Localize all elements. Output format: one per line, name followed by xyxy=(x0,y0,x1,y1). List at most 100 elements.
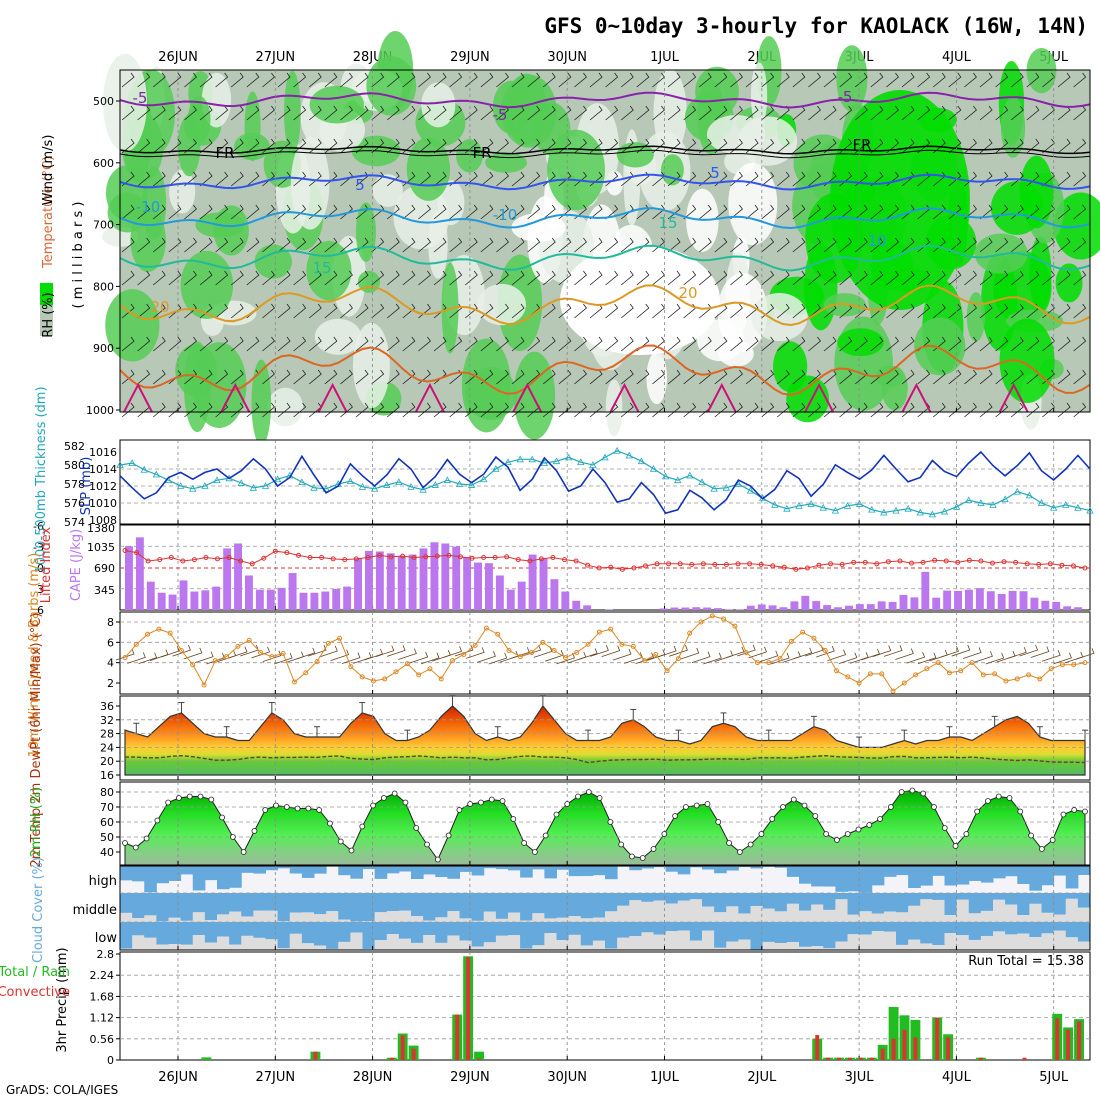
wind-speed-point xyxy=(754,660,760,666)
cloud-cell xyxy=(726,893,739,907)
thickness-point xyxy=(552,457,561,465)
contour-20 xyxy=(119,284,1091,327)
cloud-cell xyxy=(1065,893,1079,899)
li-point xyxy=(932,557,938,563)
p1-ylabel-wind: Wind (m/s) xyxy=(41,135,56,206)
cape-bar xyxy=(1052,601,1061,610)
rh-point xyxy=(909,787,916,794)
wind-barb xyxy=(808,402,821,418)
wind-speed-point xyxy=(145,631,151,637)
wind-barb xyxy=(230,369,244,385)
wind-speed-point xyxy=(1082,660,1088,666)
wind-barb xyxy=(589,105,603,121)
cape-bar xyxy=(659,608,668,610)
cloud-cell xyxy=(156,922,169,945)
wind-barb xyxy=(932,204,946,220)
cloud-cell xyxy=(629,893,642,901)
rh-point xyxy=(424,841,430,848)
wind-barb xyxy=(371,138,385,154)
wind-speed-point xyxy=(574,650,580,655)
cape-bar xyxy=(932,597,941,610)
cape-bar xyxy=(1030,597,1039,610)
wind-barb xyxy=(792,72,806,88)
cloud-cell xyxy=(702,893,715,907)
li-point xyxy=(619,566,625,572)
wind-speed-point xyxy=(133,641,139,647)
wind-barb xyxy=(511,237,525,253)
wind-barb xyxy=(199,237,213,253)
wind-barb xyxy=(1042,204,1055,220)
cape-bar xyxy=(823,605,832,610)
thickness-point xyxy=(904,504,912,512)
wind-barb xyxy=(1026,336,1040,352)
wind-barb xyxy=(714,72,728,88)
wind-barb xyxy=(418,336,431,352)
wind-barb xyxy=(792,336,806,352)
wind-barb xyxy=(355,369,369,385)
wind-barb xyxy=(636,72,650,88)
surface-wind-barb xyxy=(420,652,440,665)
wind-barb xyxy=(511,204,525,220)
cloud-cell xyxy=(641,922,654,933)
wind-barb xyxy=(1042,105,1055,121)
contour-label: -10 xyxy=(136,198,161,216)
cloud-clear-cell xyxy=(168,917,182,922)
wind-barb xyxy=(745,270,759,286)
wind-barb xyxy=(1010,369,1024,385)
rh-point xyxy=(941,825,948,831)
wind-speed-point xyxy=(483,625,489,631)
wind-barb xyxy=(776,138,790,154)
bottom-date-label: 3JUL xyxy=(845,1070,875,1085)
li-point xyxy=(1001,559,1007,565)
wind-barb xyxy=(901,138,915,154)
cloud-cell xyxy=(944,866,958,886)
surface-wind-barb xyxy=(883,645,903,657)
wind-barb xyxy=(1042,402,1055,418)
cloud-clear-cell xyxy=(314,914,327,922)
surface-wind-barb xyxy=(375,645,395,657)
wind-barb xyxy=(730,402,743,418)
cape-bar xyxy=(757,604,766,610)
wind-barb xyxy=(542,336,556,352)
wind-speed-point xyxy=(224,654,230,660)
wind-barb xyxy=(402,402,416,418)
surface-wind-barb xyxy=(793,647,813,660)
cloud-clear-cell xyxy=(944,915,958,922)
precip-conv-bar xyxy=(389,1057,394,1060)
li-point xyxy=(631,565,637,571)
wind-barb xyxy=(184,369,197,385)
wind-barb xyxy=(636,303,650,319)
cloud-clear-cell xyxy=(799,910,812,922)
wind-barb xyxy=(839,336,853,352)
wind-speed-point xyxy=(585,641,591,647)
wind-barb xyxy=(230,402,244,418)
rh-point xyxy=(564,801,571,807)
precip-total-bar xyxy=(201,1057,212,1060)
cloud-cell xyxy=(459,866,473,872)
wind-barb xyxy=(995,336,1009,352)
li-point xyxy=(920,559,926,565)
li-point xyxy=(793,566,799,572)
wind-barb xyxy=(152,138,166,154)
thickness-tick: 576 xyxy=(64,497,85,510)
y-tick-label: 32 xyxy=(100,714,114,727)
rh-point xyxy=(1006,795,1013,801)
cape-bar xyxy=(921,571,930,610)
cloud-cell xyxy=(932,922,945,946)
wind-barb xyxy=(199,303,213,319)
cloud-cell xyxy=(568,866,582,877)
li-point xyxy=(353,556,359,562)
cloud-clear-cell xyxy=(532,913,545,922)
wind-barb xyxy=(932,72,946,88)
wind-barb xyxy=(776,72,790,88)
wind-barb xyxy=(995,72,1009,88)
cloud-cell xyxy=(1041,922,1055,934)
cloud-cell xyxy=(689,922,703,941)
wind-barb xyxy=(886,72,899,88)
thickness-point xyxy=(831,506,840,514)
rh-point xyxy=(219,814,225,821)
cloud-clear-cell xyxy=(835,899,848,922)
precip-conv-bar xyxy=(411,1048,416,1060)
cloud-cell xyxy=(859,922,873,935)
rh-point xyxy=(510,816,517,822)
